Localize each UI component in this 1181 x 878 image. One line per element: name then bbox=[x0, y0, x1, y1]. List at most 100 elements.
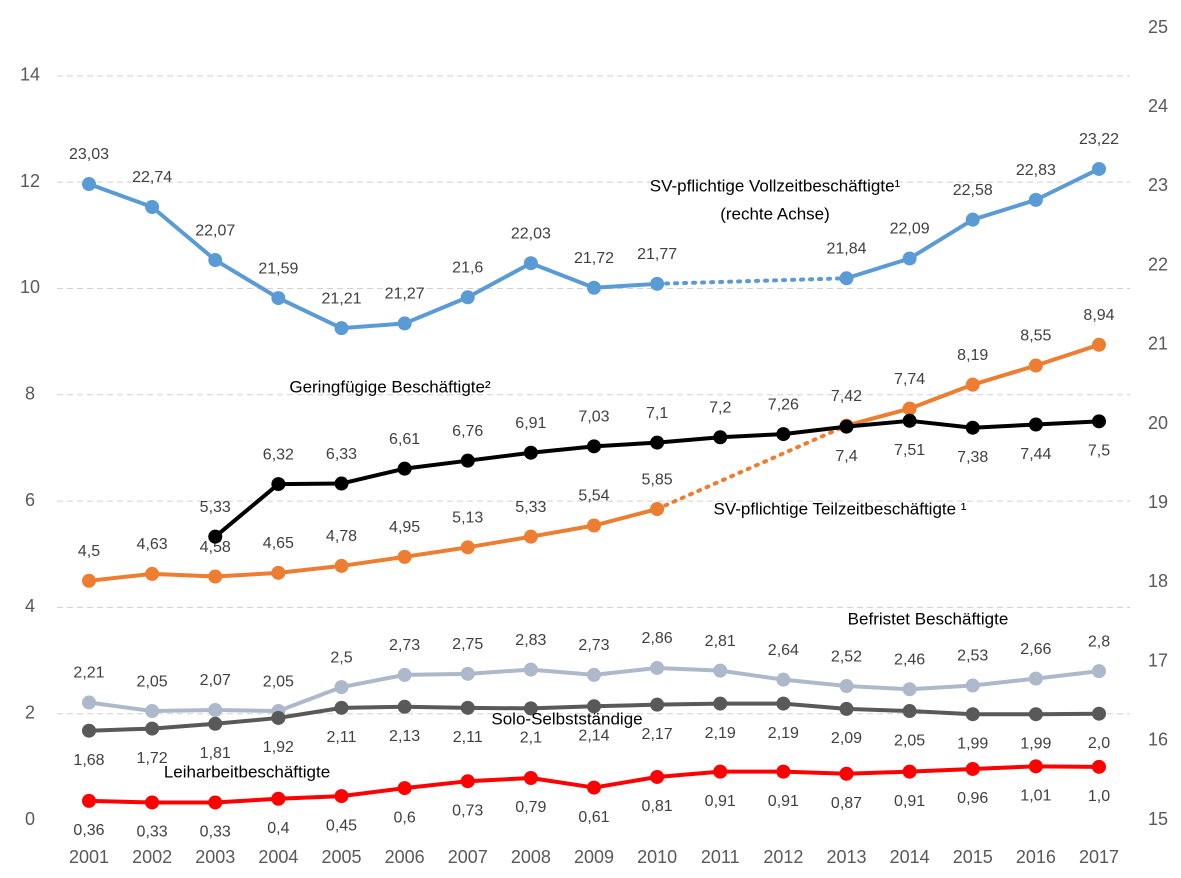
marker bbox=[713, 663, 728, 678]
data-label: 2,53 bbox=[957, 648, 988, 665]
data-label: 0,4 bbox=[267, 820, 289, 837]
marker bbox=[1092, 414, 1106, 429]
marker bbox=[965, 707, 980, 722]
data-label: 2,86 bbox=[642, 630, 673, 647]
data-label: 8,94 bbox=[1083, 307, 1114, 324]
marker bbox=[145, 566, 160, 581]
y-tick-label: 8 bbox=[25, 384, 35, 404]
marker bbox=[208, 569, 223, 584]
data-label: 0,45 bbox=[326, 817, 357, 834]
data-label: 2,13 bbox=[389, 728, 420, 745]
y2-tick-label: 15 bbox=[1148, 809, 1168, 829]
marker bbox=[965, 377, 980, 392]
marker bbox=[271, 477, 286, 492]
marker bbox=[82, 793, 96, 808]
marker bbox=[145, 795, 160, 810]
data-label: 7,44 bbox=[1020, 446, 1051, 463]
marker bbox=[82, 695, 96, 710]
y2-tick-label: 20 bbox=[1148, 413, 1168, 433]
data-label: 5,85 bbox=[642, 471, 673, 488]
x-tick-label: 2006 bbox=[385, 847, 425, 867]
marker bbox=[902, 413, 917, 428]
marker bbox=[271, 565, 286, 580]
marker bbox=[397, 549, 412, 564]
marker bbox=[902, 764, 917, 779]
y-tick-label: 10 bbox=[20, 277, 40, 297]
marker bbox=[523, 445, 538, 460]
data-label: 0,91 bbox=[705, 793, 736, 810]
marker bbox=[902, 251, 917, 266]
data-label: 2,52 bbox=[831, 648, 862, 665]
y2-tick-label: 23 bbox=[1148, 175, 1168, 195]
annotation: (rechte Achse) bbox=[720, 204, 830, 223]
data-label: 2,09 bbox=[831, 730, 862, 747]
marker bbox=[965, 678, 980, 693]
data-label: 0,73 bbox=[452, 802, 483, 819]
marker bbox=[1028, 759, 1043, 774]
data-label: 2,81 bbox=[705, 633, 736, 650]
data-label: 2,07 bbox=[200, 672, 231, 689]
series-line bbox=[88, 182, 658, 331]
x-tick-label: 2004 bbox=[258, 847, 298, 867]
data-label: 0,81 bbox=[642, 798, 673, 815]
marker bbox=[650, 502, 665, 517]
data-label: 6,33 bbox=[326, 446, 357, 463]
marker bbox=[1092, 337, 1106, 352]
marker bbox=[397, 781, 412, 796]
data-label: 4,78 bbox=[326, 528, 357, 545]
data-label: 2,11 bbox=[453, 729, 483, 746]
marker bbox=[965, 761, 980, 776]
marker bbox=[523, 662, 538, 677]
marker bbox=[271, 791, 286, 806]
data-label: 21,59 bbox=[258, 260, 298, 277]
marker bbox=[587, 280, 601, 295]
marker bbox=[460, 700, 475, 715]
marker bbox=[650, 660, 665, 675]
y-tick-label: 4 bbox=[25, 596, 35, 616]
marker bbox=[397, 699, 412, 714]
data-label: 1,81 bbox=[200, 745, 231, 762]
marker bbox=[145, 199, 160, 214]
marker bbox=[650, 435, 665, 450]
x-tick-label: 2016 bbox=[1016, 847, 1056, 867]
data-label: 2,17 bbox=[642, 726, 673, 743]
y-tick-label: 6 bbox=[25, 490, 35, 510]
data-label: 22,83 bbox=[1016, 162, 1056, 179]
marker bbox=[839, 766, 854, 781]
data-label: 0,6 bbox=[394, 809, 416, 826]
data-label: 1,68 bbox=[73, 752, 104, 769]
marker bbox=[208, 795, 223, 810]
marker bbox=[965, 420, 980, 435]
y-tick-label: 0 bbox=[25, 809, 35, 829]
data-label: 2,14 bbox=[578, 727, 609, 744]
data-label: 2,19 bbox=[768, 725, 799, 742]
marker bbox=[839, 271, 854, 286]
marker bbox=[334, 321, 349, 336]
y2-tick-label: 17 bbox=[1148, 650, 1168, 670]
data-label: 7,26 bbox=[768, 396, 799, 413]
marker bbox=[145, 721, 160, 736]
marker bbox=[82, 723, 96, 738]
marker bbox=[334, 680, 349, 695]
data-label: 22,03 bbox=[511, 225, 551, 242]
data-label: 2,64 bbox=[768, 642, 799, 659]
data-label: 23,22 bbox=[1079, 131, 1119, 148]
data-label: 4,58 bbox=[200, 539, 231, 556]
marker bbox=[902, 704, 917, 719]
x-tick-label: 2001 bbox=[69, 847, 109, 867]
marker bbox=[1028, 358, 1043, 373]
data-label: 7,03 bbox=[578, 409, 609, 426]
data-label: 2,75 bbox=[452, 636, 483, 653]
data-label: 21,6 bbox=[452, 259, 483, 276]
marker bbox=[145, 704, 160, 719]
data-label: 2,73 bbox=[389, 637, 420, 654]
data-label: 1,92 bbox=[263, 739, 294, 756]
data-label: 2,11 bbox=[327, 729, 357, 746]
marker bbox=[1092, 759, 1106, 774]
y2-tick-label: 19 bbox=[1148, 492, 1168, 512]
data-label: 0,33 bbox=[137, 824, 168, 841]
data-label: 7,38 bbox=[957, 449, 988, 466]
y-tick-label: 12 bbox=[20, 171, 40, 191]
marker bbox=[334, 558, 349, 573]
data-label: 8,55 bbox=[1020, 328, 1051, 345]
